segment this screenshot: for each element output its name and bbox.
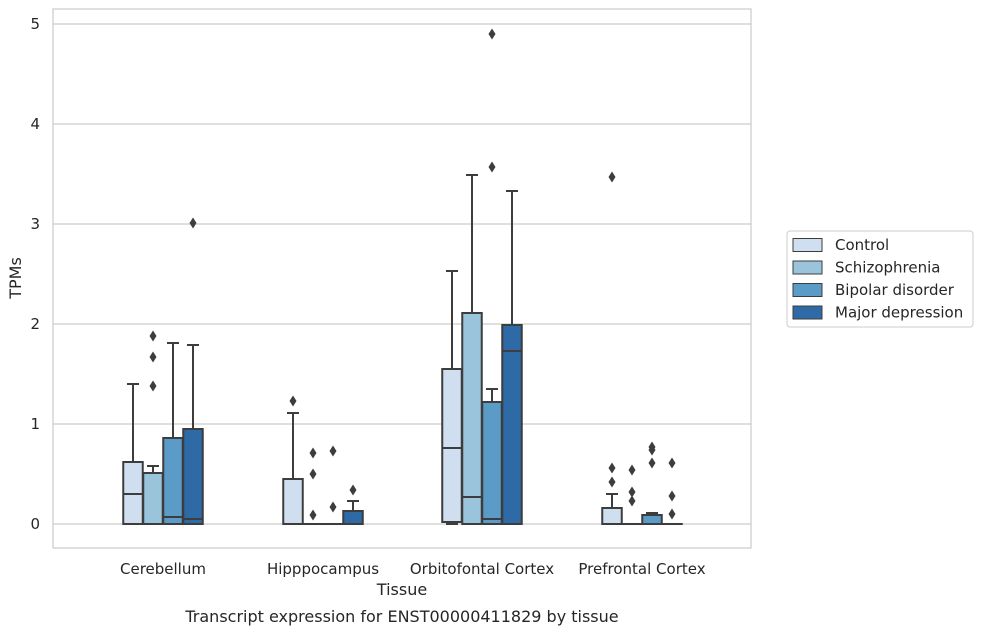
x-tick-label: Hipppocampus [267, 560, 379, 578]
y-tick-label: 3 [30, 215, 40, 233]
gridlines [53, 23, 751, 525]
y-tick-label: 0 [30, 515, 40, 533]
box-group [641, 441, 663, 525]
legend-frame [786, 230, 974, 328]
y-tick-label: 5 [30, 15, 40, 33]
chart-caption: Transcript expression for ENST0000041182… [184, 607, 618, 626]
plot-frame [52, 8, 752, 549]
outlier-point [608, 462, 616, 474]
box-group [142, 330, 164, 525]
box-group [621, 464, 643, 526]
outlier-point [309, 509, 317, 521]
box-group [342, 484, 364, 525]
box-body [501, 324, 523, 525]
x-tick-label: Orbitofontal Cortex [410, 560, 554, 578]
outlier-point [648, 457, 656, 469]
box-group [302, 447, 324, 526]
box-group [501, 190, 523, 525]
legend-label: Bipolar disorder [835, 281, 955, 299]
legend-swatch [792, 260, 823, 275]
box-group [322, 445, 344, 526]
outlier-point [329, 501, 337, 513]
outlier-point [149, 330, 157, 342]
outlier-point [608, 476, 616, 488]
x-axis-ticks: Cerebellum Hipppocampus Orbitofontal Corte… [120, 560, 706, 578]
box-body [342, 510, 364, 525]
legend-label: Schizophrenia [835, 259, 940, 277]
box-body [641, 514, 663, 525]
box-body [461, 312, 483, 525]
box-group [122, 383, 144, 525]
outlier-point [668, 490, 676, 502]
y-tick-label: 1 [30, 415, 40, 433]
outlier-point [309, 468, 317, 480]
box-group [461, 174, 483, 525]
outlier-point [149, 351, 157, 363]
outlier-point [309, 447, 317, 459]
outlier-point [189, 217, 197, 229]
box-body [182, 428, 204, 525]
legend: Control Schizophrenia Bipolar disorder Majo… [786, 230, 974, 328]
outlier-point [289, 395, 297, 407]
outlier-point [329, 445, 337, 457]
box-group [162, 342, 184, 525]
legend-label: Control [835, 236, 889, 254]
box-body [441, 368, 463, 523]
box-body [142, 472, 164, 525]
outlier-point [628, 486, 636, 498]
legend-swatch [792, 283, 823, 297]
y-axis-ticks: 0 1 2 3 4 5 [30, 15, 40, 533]
y-axis-label: TPMs [6, 257, 25, 300]
outlier-point [149, 380, 157, 392]
outlier-point [648, 441, 656, 453]
box-body [162, 437, 184, 525]
box-group [282, 395, 304, 525]
legend-swatch [792, 238, 823, 252]
outlier-point [628, 495, 636, 507]
legend-label: Major depression [835, 304, 963, 322]
outlier-point [608, 171, 616, 183]
outlier-point [668, 457, 676, 469]
box-group [182, 217, 204, 525]
y-tick-label: 4 [30, 115, 40, 133]
box-body [282, 478, 304, 525]
box-body [601, 507, 623, 525]
box-body [481, 401, 503, 525]
outlier-point [628, 464, 636, 476]
box-group [481, 28, 503, 525]
x-tick-label: Cerebellum [120, 560, 206, 578]
legend-swatch [792, 305, 823, 320]
outlier-point [488, 161, 496, 173]
outlier-point [668, 508, 676, 520]
outlier-point [488, 28, 496, 40]
outlier-point [349, 484, 357, 496]
plot-marks [122, 28, 683, 526]
box-group [441, 270, 463, 525]
box-group [601, 171, 623, 525]
y-tick-label: 2 [30, 315, 40, 333]
box-group [661, 457, 683, 526]
x-tick-label: Prefrontal Cortex [578, 560, 705, 578]
x-axis-label: Tissue [376, 580, 427, 599]
